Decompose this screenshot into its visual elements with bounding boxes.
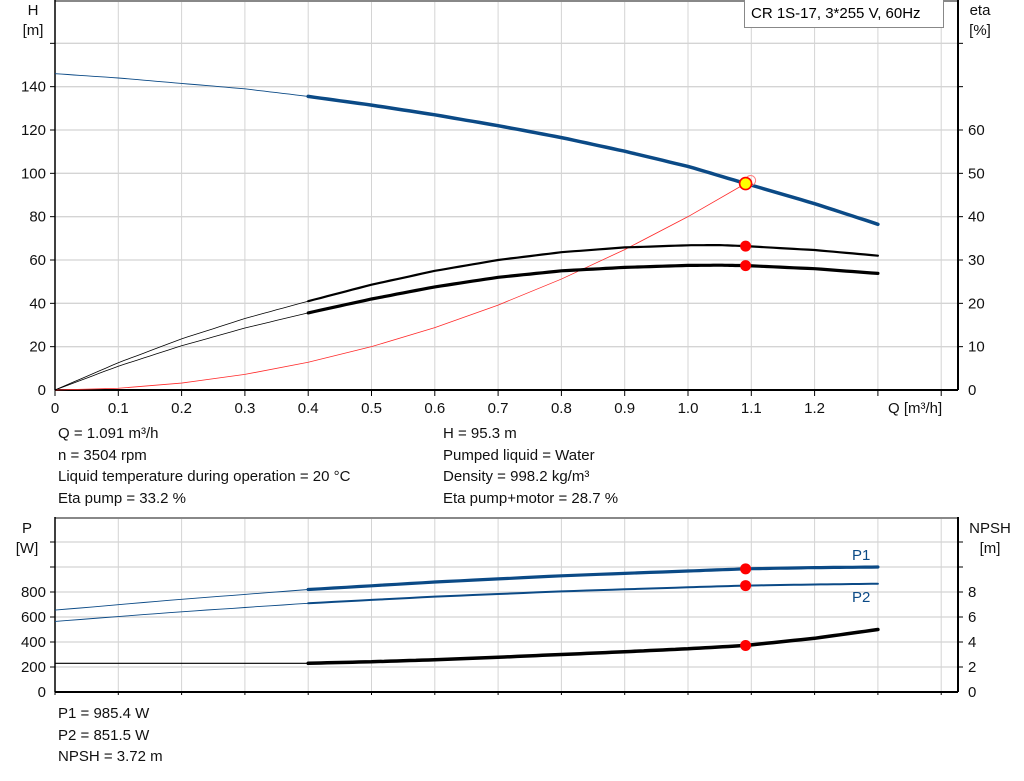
- x-tick-label: 0.8: [551, 400, 572, 417]
- y2-tick-label: 30: [968, 252, 985, 269]
- x-tick-label: 0: [51, 400, 59, 417]
- y-tick-label: 120: [21, 122, 46, 139]
- p2-series-label: P2: [852, 589, 870, 606]
- info-bottom: P1 = 985.4 W P2 = 851.5 W NPSH = 3.72 m: [58, 703, 163, 768]
- y2-axis-label: [m]: [980, 540, 1001, 557]
- x-tick-label: 1.0: [678, 400, 699, 417]
- x-tick-label: 0.5: [361, 400, 382, 417]
- eta-pump-curve-extrapolated: [54, 300, 309, 391]
- x-tick-label: 0.3: [234, 400, 255, 417]
- x-tick-label: 1.2: [804, 400, 825, 417]
- x-tick-label: 0.4: [298, 400, 319, 417]
- eta-pump-curve: [307, 244, 880, 303]
- y-axis-label: [m]: [23, 22, 44, 39]
- info-p2: P2 = 851.5 W: [58, 726, 150, 744]
- x-tick-label: 0.6: [424, 400, 445, 417]
- duty-point-eta-pump-motor: [740, 260, 752, 272]
- y-tick-label: 140: [21, 79, 46, 96]
- pump-model-legend: CR 1S-17, 3*255 V, 60Hz: [744, 0, 944, 28]
- x-tick-label: 0.1: [108, 400, 129, 417]
- y2-tick-label: 20: [968, 295, 985, 312]
- info-head: H = 95.3 m: [443, 425, 517, 442]
- duty-point-eta-pump: [740, 240, 752, 252]
- p1-curve-extrapolated: [54, 589, 309, 611]
- y2-tick-label: 60: [968, 122, 985, 139]
- info-speed: n = 3504 rpm: [58, 446, 147, 464]
- y-axis-label: P: [22, 520, 32, 537]
- y-tick-label: 100: [21, 165, 46, 182]
- y-tick-label: 0: [38, 382, 46, 399]
- y-tick-label: 800: [21, 584, 46, 601]
- y2-tick-label: 6: [968, 609, 976, 626]
- y2-tick-label: 0: [968, 382, 976, 399]
- y2-tick-label: 10: [968, 339, 985, 356]
- p2-curve-extrapolated: [54, 602, 309, 622]
- y-tick-label: 80: [29, 209, 46, 226]
- info-density: Density = 998.2 kg/m³: [443, 468, 590, 485]
- info-eta-pump: Eta pump = 33.2 %: [58, 489, 186, 507]
- head-curve-extrapolated: [54, 73, 309, 97]
- info-pumped-liquid: Pumped liquid = Water: [443, 446, 595, 464]
- y2-axis-label: [%]: [969, 22, 991, 39]
- x-tick-label: 0.2: [171, 400, 192, 417]
- y-tick-label: 20: [29, 339, 46, 356]
- head-curve: [306, 94, 880, 227]
- p2-curve: [307, 582, 879, 605]
- y2-tick-label: 8: [968, 584, 976, 601]
- p1-curve: [306, 565, 880, 592]
- y-axis-label: H: [28, 2, 39, 19]
- eta-pump-motor-curve-extrapolated: [54, 312, 309, 391]
- duty-point-p2: [740, 580, 752, 592]
- y-tick-label: 40: [29, 295, 46, 312]
- y2-tick-label: 50: [968, 165, 985, 182]
- y-tick-label: 0: [38, 684, 46, 701]
- y2-tick-label: 0: [968, 684, 976, 701]
- x-axis-label: Q [m³/h]: [888, 400, 942, 417]
- info-liquid-temp: Liquid temperature during operation = 20…: [58, 468, 351, 485]
- y2-tick-label: 4: [968, 634, 976, 651]
- y2-tick-label: 2: [968, 659, 976, 676]
- y-tick-label: 200: [21, 659, 46, 676]
- x-tick-label: 0.9: [614, 400, 635, 417]
- y-tick-label: 400: [21, 634, 46, 651]
- info-p1: P1 = 985.4 W: [58, 705, 150, 722]
- y2-axis-label: NPSH: [969, 520, 1011, 537]
- npsh-curve: [306, 627, 880, 666]
- p1-series-label: P1: [852, 547, 870, 564]
- info-top-left: Q = 1.091 m³/h n = 3504 rpm Liquid tempe…: [58, 423, 350, 509]
- x-tick-label: 1.1: [741, 400, 762, 417]
- duty-point-npsh: [740, 640, 752, 651]
- y-axis-label: [W]: [16, 540, 39, 557]
- system-curve: [54, 183, 746, 391]
- y-tick-label: 600: [21, 609, 46, 626]
- eta-pump-motor-curve: [306, 263, 880, 315]
- y-tick-label: 60: [29, 252, 46, 269]
- y2-tick-label: 40: [968, 209, 985, 226]
- x-tick-label: 0.7: [488, 400, 509, 417]
- info-top-right: H = 95.3 m Pumped liquid = Water Density…: [443, 423, 618, 509]
- info-npsh: NPSH = 3.72 m: [58, 748, 163, 765]
- duty-point-head: [738, 176, 753, 191]
- duty-point-p1: [740, 563, 752, 575]
- info-flow: Q = 1.091 m³/h: [58, 425, 159, 442]
- y2-axis-label: eta: [970, 2, 992, 19]
- info-eta-pump-motor: Eta pump+motor = 28.7 %: [443, 489, 619, 507]
